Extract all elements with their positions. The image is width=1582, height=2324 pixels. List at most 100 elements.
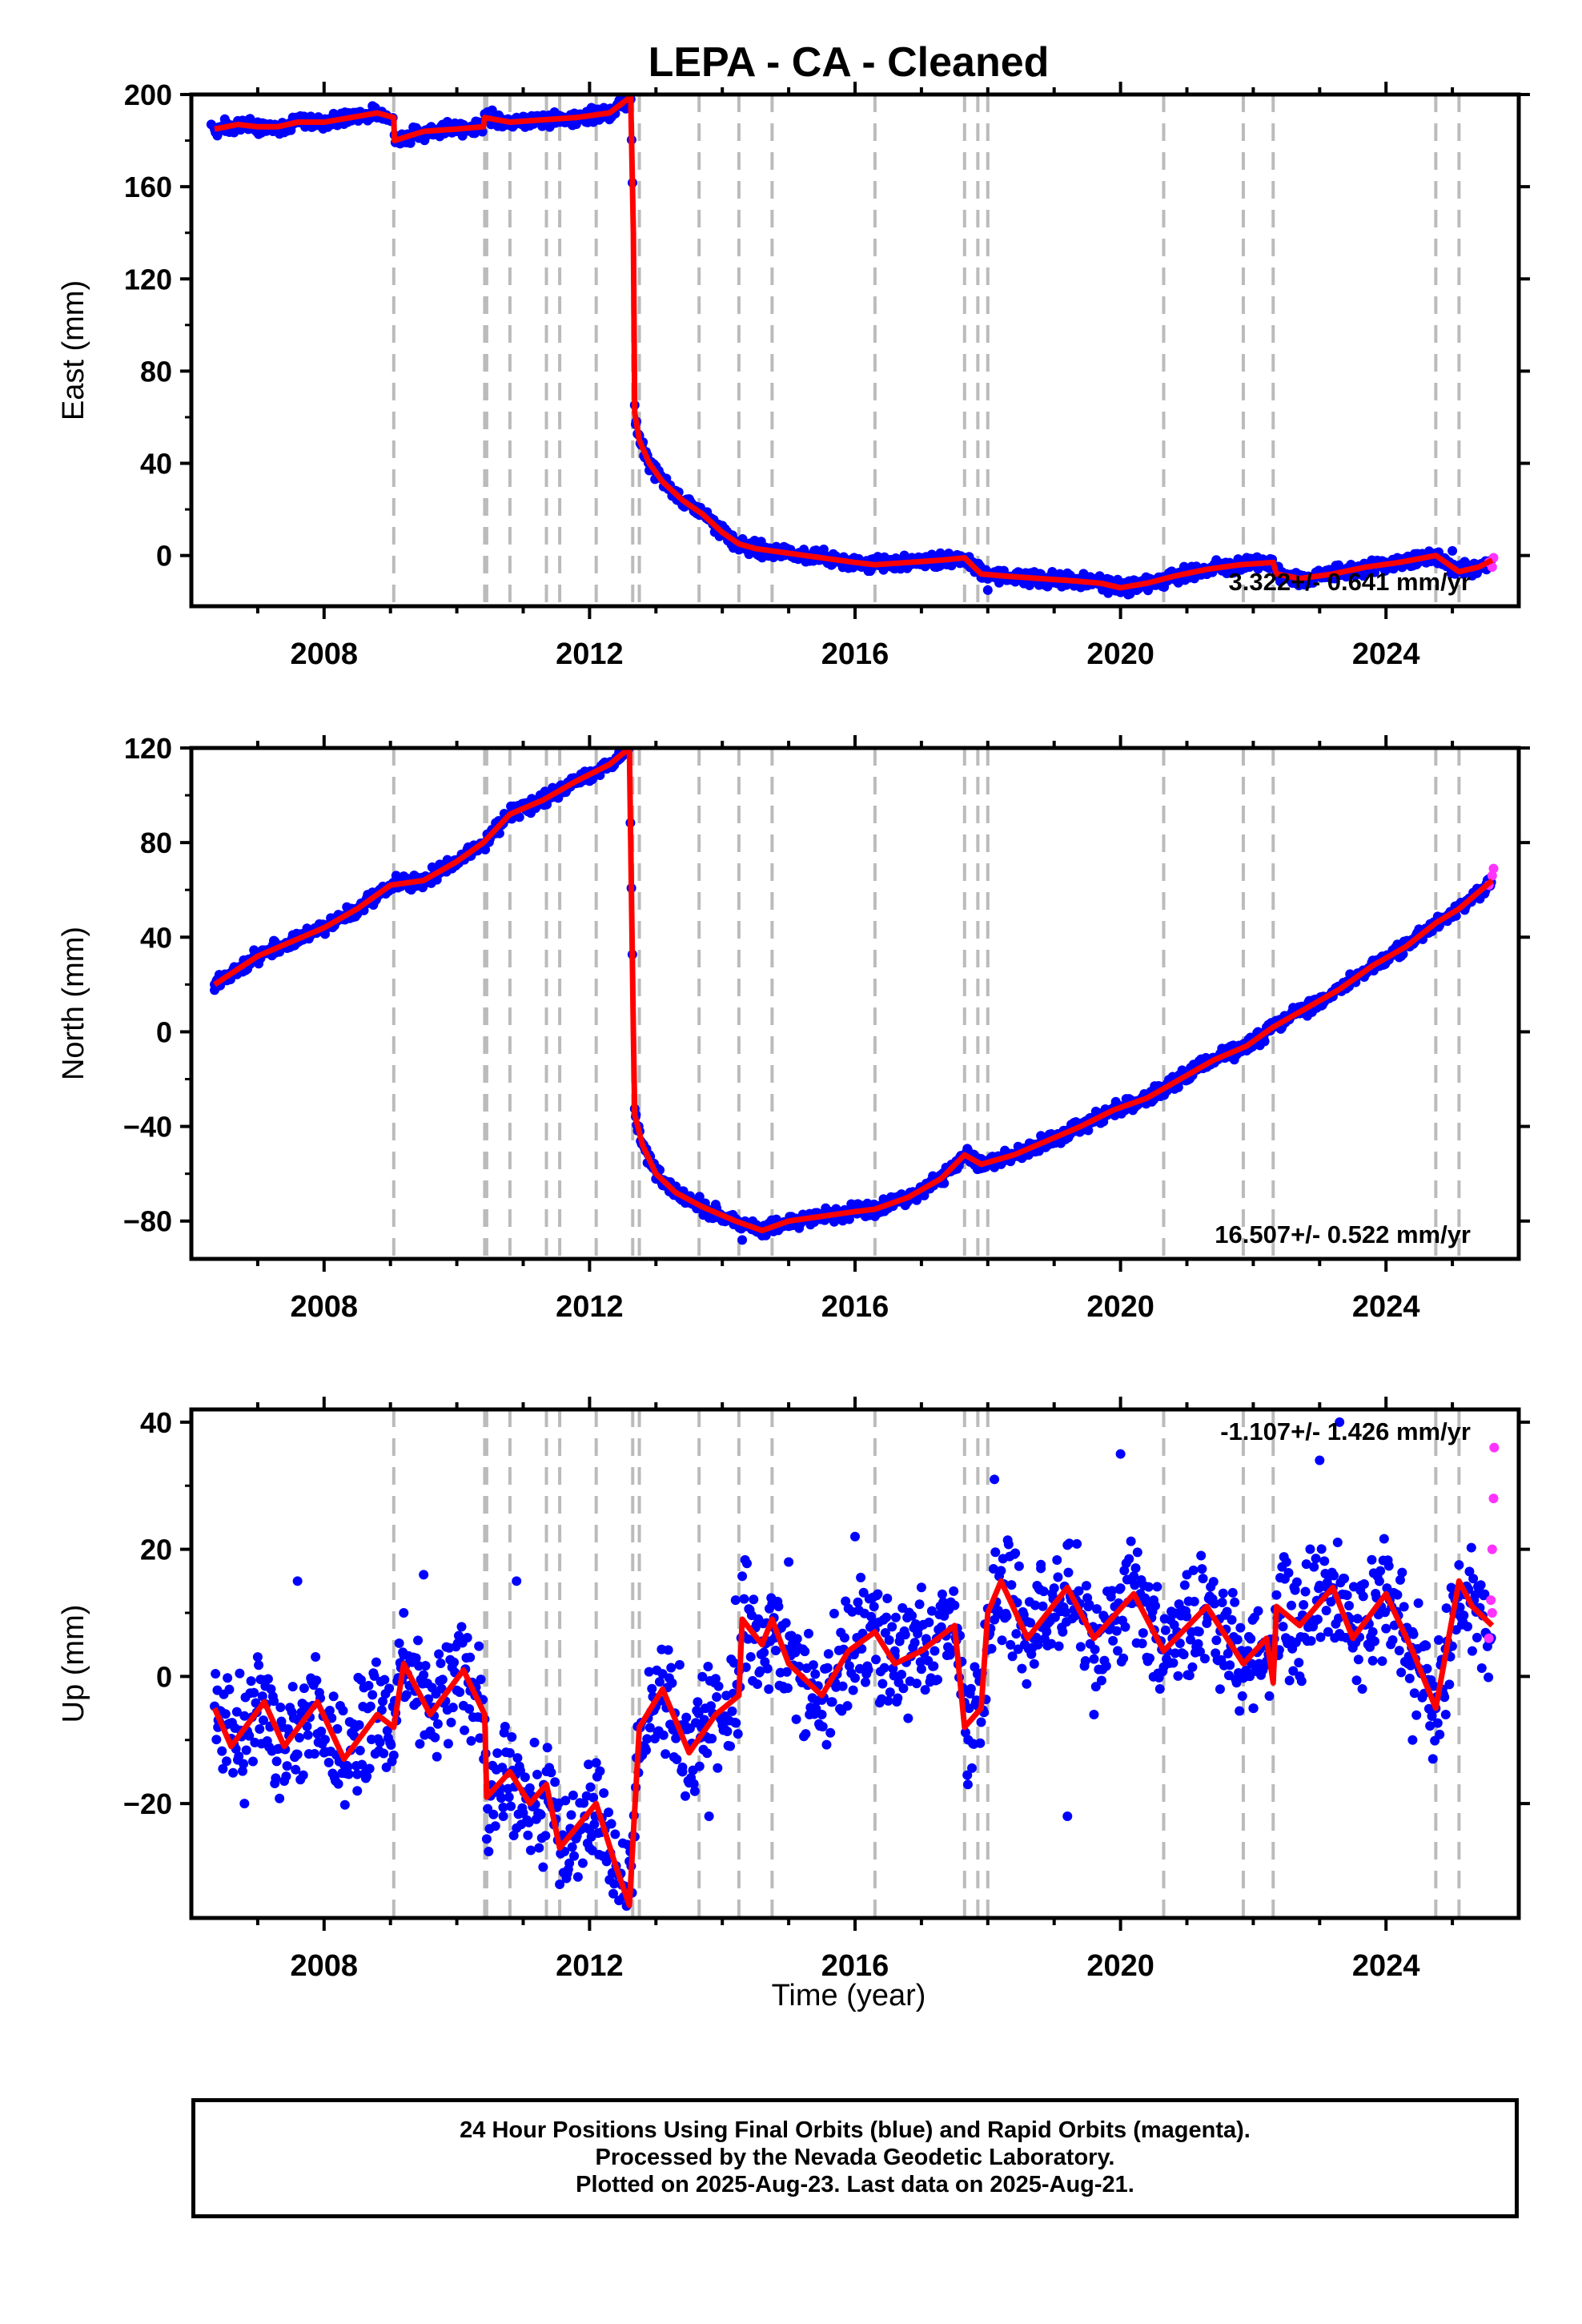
final-orbit-point (524, 1783, 535, 1793)
final-orbit-point (853, 1597, 863, 1607)
final-orbit-point (898, 1683, 909, 1694)
final-orbit-point (434, 1649, 444, 1659)
final-orbit-point (712, 1692, 722, 1703)
final-orbit-point (430, 1732, 440, 1743)
rapid-orbit-point (1486, 1595, 1496, 1606)
final-orbit-point (727, 1706, 737, 1716)
final-orbit-point (1353, 1655, 1363, 1665)
final-orbit-point (725, 1741, 736, 1751)
final-orbit-point (938, 1597, 949, 1607)
final-orbit-point (962, 1770, 973, 1780)
final-orbit-point (1380, 1607, 1391, 1618)
final-orbit-point (1026, 1618, 1036, 1628)
final-orbit-point (1422, 1663, 1432, 1674)
final-orbit-point (1054, 1641, 1064, 1651)
final-orbit-point (926, 1606, 937, 1616)
final-orbit-point (378, 1696, 388, 1707)
final-orbit-point (379, 1748, 389, 1759)
final-orbit-point (269, 1696, 279, 1707)
final-orbit-point (881, 1612, 892, 1622)
y-tick-label: 40 (140, 921, 172, 954)
final-orbit-point (1271, 1590, 1282, 1600)
final-orbit-point (1435, 1729, 1445, 1739)
final-orbit-point (1193, 1638, 1203, 1649)
final-orbit-point (355, 1675, 366, 1685)
final-orbit-point (1283, 1567, 1294, 1578)
final-orbit-point (1467, 1646, 1477, 1656)
y-tick-label: 0 (156, 540, 172, 573)
final-orbit-point (825, 1727, 836, 1738)
final-orbit-point (1454, 1560, 1464, 1570)
final-orbit-point (1396, 1667, 1407, 1678)
final-orbit-point (937, 1589, 947, 1599)
final-orbit-point (666, 1663, 677, 1673)
final-orbit-point (873, 1589, 883, 1599)
final-orbit-point (436, 1683, 447, 1694)
final-orbit-point (848, 1685, 858, 1695)
final-orbit-point (1476, 1580, 1486, 1590)
final-orbit-point (589, 1819, 600, 1830)
final-orbit-point (239, 1799, 250, 1809)
final-orbit-point (842, 1701, 853, 1711)
final-orbit-point (399, 1608, 409, 1618)
final-orbit-point (355, 1745, 365, 1755)
final-orbit-point (465, 1652, 476, 1663)
final-orbit-point (733, 1729, 743, 1739)
final-orbit-point (432, 1751, 442, 1762)
final-orbit-point (1232, 1634, 1243, 1645)
final-orbit-point (1381, 1623, 1391, 1634)
final-orbit-point (534, 1843, 544, 1853)
final-orbit-point (1459, 1610, 1469, 1621)
final-orbit-point (384, 1683, 395, 1694)
final-orbit-point (577, 1858, 588, 1868)
final-orbit-point (997, 1635, 1007, 1646)
y-tick-label: 120 (124, 263, 172, 296)
final-orbit-point (1144, 1653, 1154, 1663)
final-orbit-point (538, 1862, 548, 1872)
model-fit-line (213, 748, 1495, 1234)
final-orbit-point (808, 1660, 818, 1671)
final-orbit-point (1374, 1576, 1384, 1586)
final-orbit-point (644, 1723, 655, 1733)
final-orbit-point (1296, 1676, 1307, 1687)
final-orbit-point (464, 1703, 475, 1714)
final-orbit-point (564, 1858, 575, 1868)
final-orbit-point (1439, 1692, 1450, 1703)
final-orbit-point (512, 1576, 522, 1586)
final-orbit-point (781, 1618, 791, 1628)
final-orbit-point (1423, 1703, 1434, 1714)
final-orbit-point (960, 1727, 970, 1738)
y-tick-label: 20 (140, 1534, 172, 1566)
final-orbit-point (244, 1731, 255, 1741)
final-orbit-point (1108, 1635, 1118, 1646)
final-orbit-point (490, 1821, 500, 1831)
final-orbit-point (1029, 1659, 1039, 1669)
plot-frame (189, 1407, 1521, 1920)
final-orbit-point (705, 1701, 716, 1711)
final-orbit-point (1441, 1603, 1452, 1614)
final-orbit-point (996, 1566, 1006, 1576)
y-tick-label: 40 (140, 1406, 172, 1439)
final-orbit-point (1138, 1628, 1148, 1638)
final-orbit-point (964, 1703, 974, 1714)
final-orbit-point (749, 1594, 759, 1605)
final-orbit-point (1323, 1626, 1333, 1637)
final-orbit-point (604, 1875, 615, 1885)
final-orbit-point (1186, 1634, 1196, 1645)
final-orbit-point (1315, 1455, 1325, 1466)
final-orbit-point (206, 119, 216, 130)
y-tick-label: 120 (124, 732, 172, 765)
final-orbit-point (858, 1587, 869, 1598)
final-orbit-point (338, 1706, 348, 1716)
final-orbit-point (866, 1611, 877, 1622)
final-orbit-point (1115, 1583, 1126, 1594)
final-orbit-point (1427, 1711, 1437, 1722)
final-orbit-point (496, 1793, 507, 1803)
final-orbit-point (817, 1722, 828, 1732)
final-orbit-point (1170, 1648, 1180, 1659)
final-orbit-point (1129, 1571, 1139, 1582)
final-orbit-point (1130, 1580, 1140, 1590)
final-orbit-point (887, 1622, 897, 1632)
final-orbit-point (1237, 1691, 1247, 1701)
final-orbit-point (500, 1722, 510, 1732)
